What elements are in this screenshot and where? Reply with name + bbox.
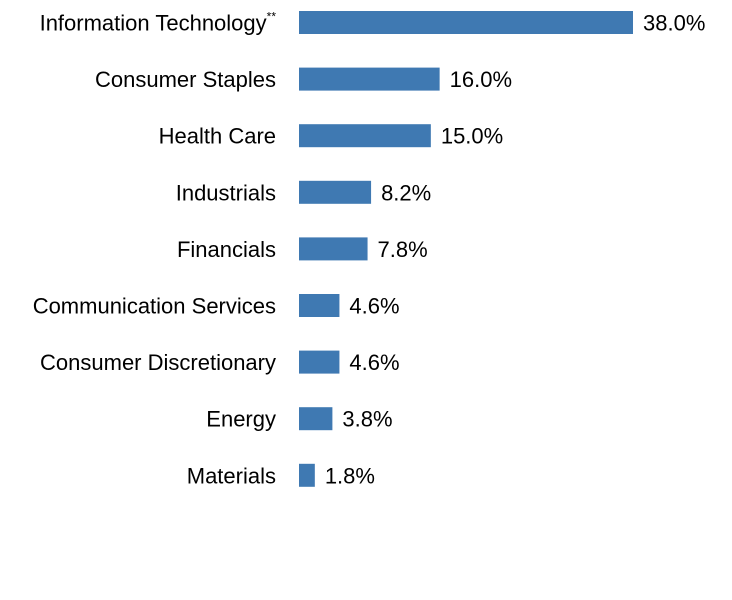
category-label: Health Care <box>159 124 276 149</box>
category-label: Communication Services <box>33 294 276 319</box>
value-label: 16.0% <box>450 67 512 92</box>
value-label: 4.6% <box>349 350 399 375</box>
value-label: 8.2% <box>381 180 431 205</box>
category-label: Consumer Staples <box>95 67 276 92</box>
category-label: Financials <box>177 237 276 262</box>
bar <box>299 294 340 317</box>
value-label: 38.0% <box>643 11 705 36</box>
category-label: Consumer Discretionary <box>40 350 276 375</box>
bar <box>299 350 340 374</box>
category-label: Energy <box>206 407 276 432</box>
value-labels-group: 38.0% 16.0% 15.0% 8.2% 7.8% 4.6% 4.6% 3.8% 1.8% <box>325 11 706 489</box>
bar <box>299 11 633 34</box>
value-label: 4.6% <box>349 294 399 319</box>
value-label: 7.8% <box>378 237 428 262</box>
bar <box>299 463 315 487</box>
bars-group <box>299 11 633 487</box>
bar <box>299 180 372 204</box>
value-label: 15.0% <box>441 124 503 149</box>
bar <box>299 237 368 261</box>
footnote-marker: ** <box>267 10 277 24</box>
category-label: Industrials <box>176 180 276 205</box>
category-label: Materials <box>187 463 276 488</box>
bar <box>299 67 440 91</box>
bar <box>299 124 431 148</box>
value-label: 1.8% <box>325 463 375 488</box>
value-label: 3.8% <box>342 407 392 432</box>
bar <box>299 407 333 431</box>
category-labels-group: Information Technology** Consumer Staples… <box>33 10 277 489</box>
category-label: Information Technology** <box>40 10 277 36</box>
